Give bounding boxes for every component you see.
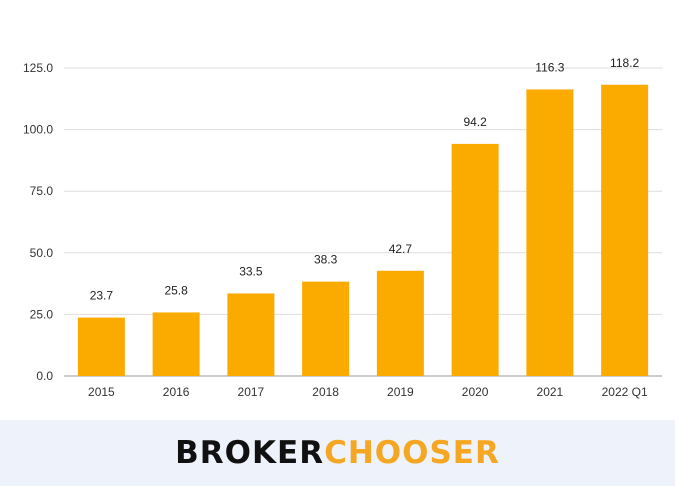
x-tick-label: 2020: [462, 385, 489, 399]
x-tick-label: 2021: [537, 385, 564, 399]
x-tick-label: 2019: [387, 385, 414, 399]
y-tick-label: 75.0: [30, 184, 54, 198]
y-tick-label: 125.0: [23, 61, 53, 75]
data-label: 94.2: [463, 115, 487, 129]
bar-chart: 0.0 25.0 50.0 75.0 100.0 125.0 23.7 2015 25.8 201…: [23, 56, 662, 399]
bar: [601, 84, 649, 377]
bar: [376, 270, 424, 376]
bar: [451, 143, 499, 376]
y-tick-label: 50.0: [30, 246, 54, 260]
y-tick-label: 25.0: [30, 307, 54, 321]
data-label: 23.7: [90, 289, 114, 303]
bar: [302, 281, 350, 376]
data-label: 42.7: [389, 242, 413, 256]
data-label: 38.3: [314, 253, 338, 267]
data-label: 33.5: [239, 264, 263, 278]
logo-text-broker: BROKER: [175, 434, 325, 471]
x-tick-label: 2022 Q1: [602, 385, 648, 399]
y-tick-label: 100.0: [23, 123, 53, 137]
data-label: 25.8: [164, 283, 188, 297]
x-tick-label: 2018: [312, 385, 339, 399]
bar: [152, 312, 200, 376]
brokerchooser-logo: BROKERCHOOSER: [175, 434, 500, 471]
logo-text-chooser: CHOOSER: [324, 434, 500, 471]
chart-area: 0.0 25.0 50.0 75.0 100.0 125.0 23.7 2015 25.8 201…: [23, 56, 662, 399]
brand-footer: BROKERCHOOSER: [0, 420, 675, 486]
bar: [526, 89, 574, 376]
data-label: 118.2: [610, 56, 639, 70]
x-tick-label: 2015: [88, 385, 115, 399]
bar: [227, 293, 275, 376]
bar: [77, 317, 125, 376]
x-tick-label: 2016: [163, 385, 190, 399]
y-tick-label: 0.0: [36, 369, 53, 383]
x-tick-label: 2017: [238, 385, 265, 399]
data-label: 116.3: [535, 60, 564, 74]
